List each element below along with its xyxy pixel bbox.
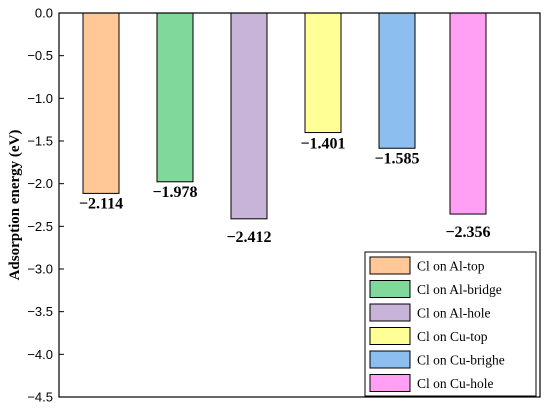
bar-value-label: −2.114 <box>79 195 123 212</box>
bars <box>82 12 487 220</box>
legend-entry-label: Cl on Cu-hole <box>417 376 494 391</box>
bar-value-label: −1.585 <box>374 150 419 167</box>
legend-swatch <box>369 374 411 392</box>
y-tick-label: 0.0 <box>35 6 53 21</box>
legend-swatch <box>369 350 411 369</box>
bar-value-label: −1.401 <box>300 136 345 153</box>
bar <box>230 12 268 220</box>
legend: Cl on Al-top Cl on Al-bridge Cl on Al-hole… <box>364 251 537 397</box>
y-tick-label: −4.5 <box>27 390 53 405</box>
data-labels: −2.114 −1.978 −2.412 −1.401 −1.585 −2.356 <box>79 136 491 246</box>
y-tick-label: −3.0 <box>27 262 53 277</box>
bar-value-label: −1.978 <box>152 184 197 201</box>
legend-entry-label: Cl on Al-hole <box>417 306 491 321</box>
bar <box>156 12 194 183</box>
plot-frame <box>58 12 541 398</box>
legend-swatch <box>369 303 411 322</box>
y-axis-ticks: 0.0 −0.5 −1.0 −1.5 −2.0 −2.5 −3.0 −3.5 −4.0 −4.5 <box>27 6 64 405</box>
y-tick-label: −4.0 <box>27 347 53 362</box>
legend-box <box>364 251 537 397</box>
bar-value-label: −2.356 <box>445 224 490 241</box>
legend-swatch <box>369 280 411 298</box>
bar <box>82 12 120 194</box>
legend-swatch <box>369 256 411 275</box>
y-tick-label: −2.5 <box>27 219 53 234</box>
y-axis-label: Adsorption energy (eV) <box>7 130 23 281</box>
legend-entry-label: Cl on Al-top <box>417 259 485 274</box>
bar-value-label: −2.412 <box>226 229 271 246</box>
y-tick-label: −1.5 <box>27 134 53 149</box>
legend-entry-label: Cl on Cu-top <box>417 329 488 344</box>
bar <box>304 12 342 134</box>
legend-entry-label: Cl on Cu-brighe <box>417 353 505 368</box>
y-tick-label: −3.5 <box>27 304 53 319</box>
bar <box>378 12 416 149</box>
y-tick-label: −2.0 <box>27 176 53 191</box>
y-tick-label: −0.5 <box>27 48 53 63</box>
bar <box>449 12 487 215</box>
legend-swatch <box>369 327 411 345</box>
y-tick-label: −1.0 <box>27 91 53 106</box>
legend-entry-label: Cl on Al-bridge <box>417 282 502 297</box>
